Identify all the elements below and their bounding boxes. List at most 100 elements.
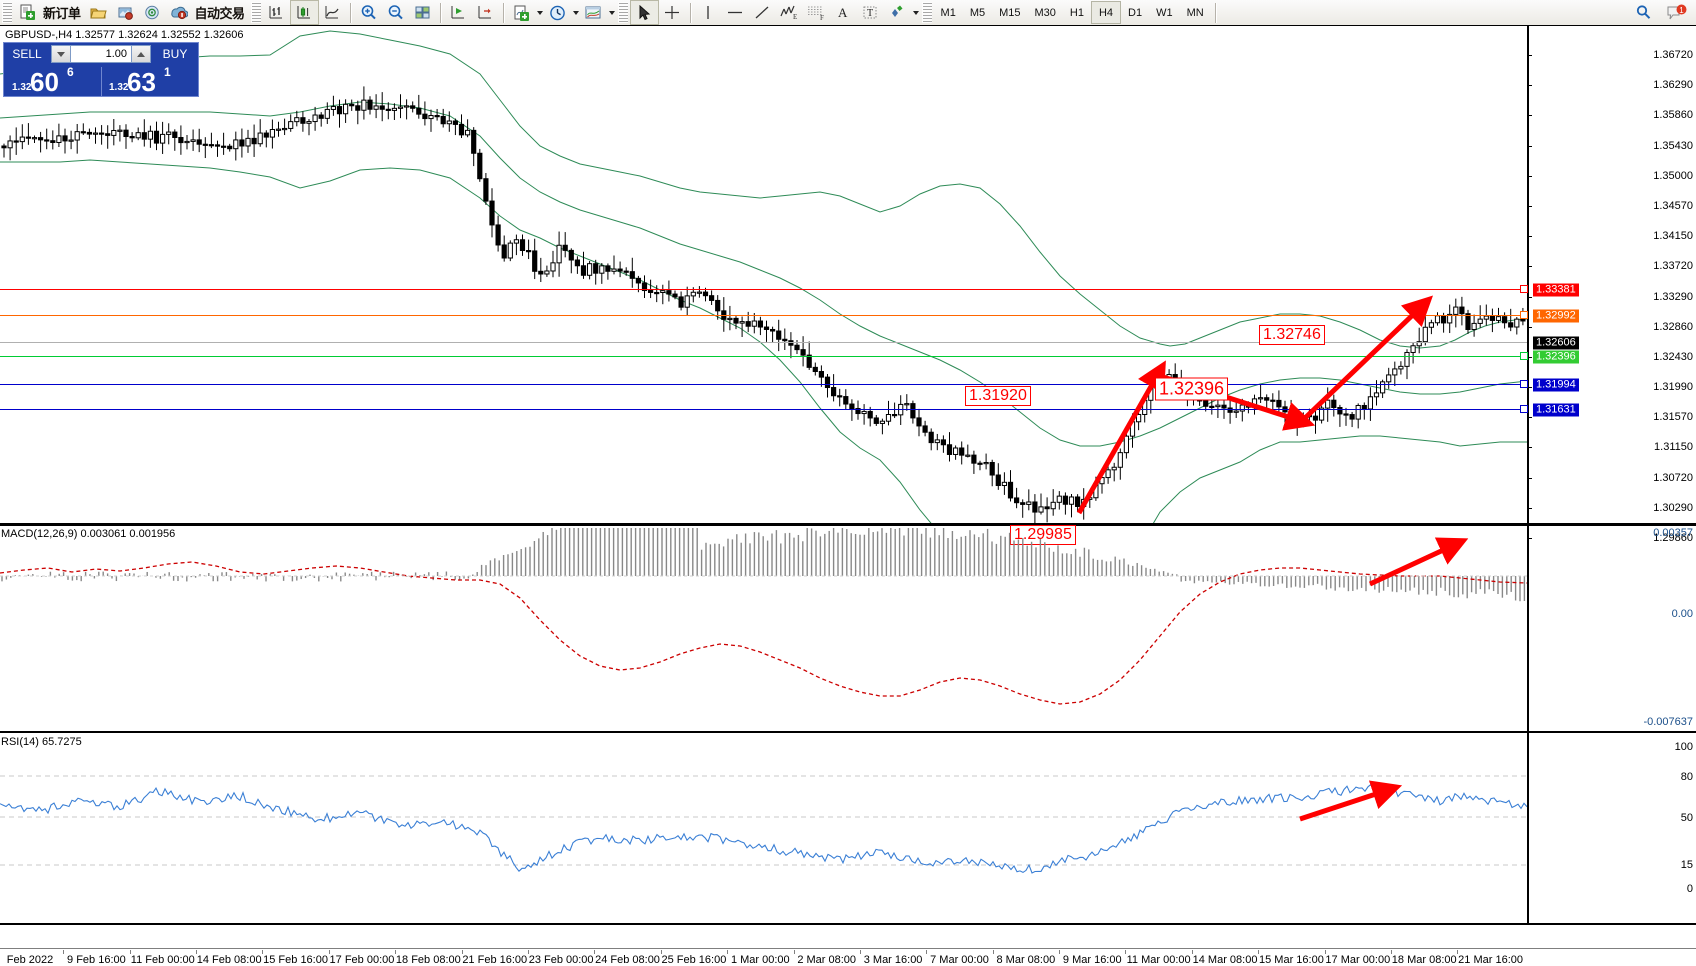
candle-body (861, 410, 867, 415)
ask-price[interactable]: 1.32 63 1 (101, 65, 198, 97)
candle-body (745, 321, 751, 327)
volume-stepper[interactable]: 1.00 (51, 45, 151, 63)
candle-body (282, 127, 288, 131)
search-icon[interactable] (1630, 1, 1657, 24)
text-label-icon[interactable]: T (857, 1, 884, 24)
line-chart-icon[interactable] (319, 1, 346, 24)
buy-button[interactable]: BUY (162, 47, 188, 61)
timeframe-h4[interactable]: H4 (1090, 1, 1122, 24)
price-label-resistance-orange[interactable]: 1.32992 (1533, 309, 1579, 323)
timeframe-d1[interactable]: D1 (1128, 6, 1143, 19)
expert-advisors-icon[interactable] (166, 1, 193, 24)
toolbar-grip-2[interactable] (250, 2, 261, 23)
candle-body (1459, 306, 1465, 315)
sell-button[interactable]: SELL (12, 47, 42, 61)
annotation-1-32746[interactable]: 1.32746 (1259, 325, 1325, 345)
volume-input[interactable]: 1.00 (71, 45, 131, 63)
notification-icon[interactable]: 1 (1663, 1, 1690, 24)
trendline-icon[interactable] (749, 1, 776, 24)
horizontal-line-icon[interactable] (722, 1, 749, 24)
volume-up-button[interactable] (131, 45, 151, 63)
chart-canvas[interactable]: 1.29985 1.31920 1.32396 1.32746 MACD(12,… (0, 25, 1696, 966)
zoom-out-icon[interactable] (382, 1, 409, 24)
candle-body (1001, 481, 1007, 487)
price-label-support-green[interactable]: 1.32396 (1533, 350, 1579, 364)
bar-chart-icon[interactable] (263, 1, 290, 24)
price-label-last-price[interactable]: 1.32606 (1533, 336, 1579, 350)
period-icon[interactable] (544, 1, 571, 24)
time-axis-tickmark (1191, 950, 1193, 954)
timeframe-h1[interactable]: H1 (1069, 6, 1084, 19)
cursor-icon[interactable] (629, 0, 659, 25)
timeframe-m15[interactable]: M15 (999, 6, 1021, 19)
folder-icon[interactable] (85, 1, 112, 24)
toolbar-grip-3[interactable] (617, 2, 628, 23)
timeframe-m30[interactable]: M30 (1034, 6, 1056, 19)
fibonacci-icon[interactable]: F (803, 1, 830, 24)
vertical-line-icon[interactable] (695, 1, 722, 24)
text-icon[interactable]: A (830, 1, 857, 24)
time-axis-tickmark (195, 950, 197, 954)
handle-support-green[interactable] (1520, 352, 1528, 360)
handle-resistance-orange[interactable] (1520, 311, 1528, 319)
new-order-icon[interactable] (14, 1, 41, 24)
annotation-1-32396[interactable]: 1.32396 (1155, 377, 1229, 401)
new-order-label[interactable]: 新订单 (43, 7, 81, 22)
shapes-dropdown-caret[interactable] (912, 10, 919, 15)
time-axis-tickmark (1258, 950, 1260, 954)
print-preview-icon[interactable] (112, 1, 139, 24)
chart-bottom-border (0, 923, 1696, 925)
candle-body (1422, 326, 1428, 343)
candle-body (1050, 501, 1056, 510)
chart-grid-icon[interactable] (409, 1, 436, 24)
templates-icon[interactable] (580, 1, 607, 24)
rsi-forecast-arrow[interactable] (0, 741, 1527, 923)
handle-support-blue-1[interactable] (1520, 380, 1528, 388)
templates-dropdown-caret[interactable] (608, 10, 615, 15)
candle-body (660, 290, 666, 294)
candle-body (190, 139, 196, 142)
handle-resistance-red[interactable] (1520, 285, 1528, 293)
period-dropdown-caret[interactable] (572, 10, 579, 15)
handle-support-blue-2[interactable] (1520, 405, 1528, 413)
price-axis-tickmark (1528, 85, 1532, 87)
timeframe-mn[interactable]: MN (1186, 6, 1204, 19)
candle-body (1386, 374, 1392, 383)
indicators-dropdown-caret[interactable] (536, 10, 543, 15)
time-axis-tickmark (328, 950, 330, 954)
one-click-trading-panel[interactable]: SELL 1.00 BUY 1.32 60 6 1.32 63 1 (3, 42, 199, 97)
candle-body (1209, 405, 1215, 408)
annotation-1-31920[interactable]: 1.31920 (965, 386, 1031, 406)
macd-forecast-arrow[interactable] (0, 528, 1527, 728)
price-label-support-blue-1[interactable]: 1.31994 (1533, 378, 1579, 392)
price-axis-tickmark (1528, 326, 1532, 328)
candlestick-chart-icon[interactable] (289, 0, 319, 25)
macd-pane[interactable] (0, 528, 1527, 728)
timeframe-w1[interactable]: W1 (1156, 6, 1173, 19)
chart-shift-icon[interactable] (445, 1, 472, 24)
auto-scroll-icon[interactable] (472, 1, 499, 24)
shapes-icon[interactable] (884, 1, 911, 24)
globe-icon[interactable] (139, 1, 166, 24)
price-axis-tickmark (1528, 236, 1532, 238)
timeframe-m5[interactable]: M5 (969, 6, 986, 19)
forecast-arrows[interactable] (0, 26, 1527, 523)
annotation-1-29985[interactable]: 1.29985 (1010, 525, 1076, 545)
zoom-in-icon[interactable] (355, 1, 382, 24)
auto-trading-label[interactable]: 自动交易 (194, 7, 246, 22)
elliott-wave-icon[interactable]: E (776, 1, 803, 24)
time-axis-tickmark (727, 950, 729, 954)
indicators-icon[interactable] (508, 1, 535, 24)
toolbar-grip-4[interactable] (921, 2, 932, 23)
bid-price-prefix: 1.32 (12, 82, 32, 93)
rsi-pane[interactable] (0, 741, 1527, 923)
price-label-support-blue-2[interactable]: 1.31631 (1533, 403, 1579, 417)
toolbar-grip-1[interactable] (2, 2, 12, 23)
candle-body (965, 454, 971, 457)
time-axis-tick: 2 Mar 08:00 (797, 954, 857, 966)
timeframe-m1[interactable]: M1 (940, 6, 956, 19)
crosshair-icon[interactable] (659, 1, 686, 24)
volume-down-button[interactable] (51, 45, 71, 63)
bid-price[interactable]: 1.32 60 6 (4, 65, 101, 97)
price-label-resistance-red[interactable]: 1.33381 (1533, 283, 1579, 297)
